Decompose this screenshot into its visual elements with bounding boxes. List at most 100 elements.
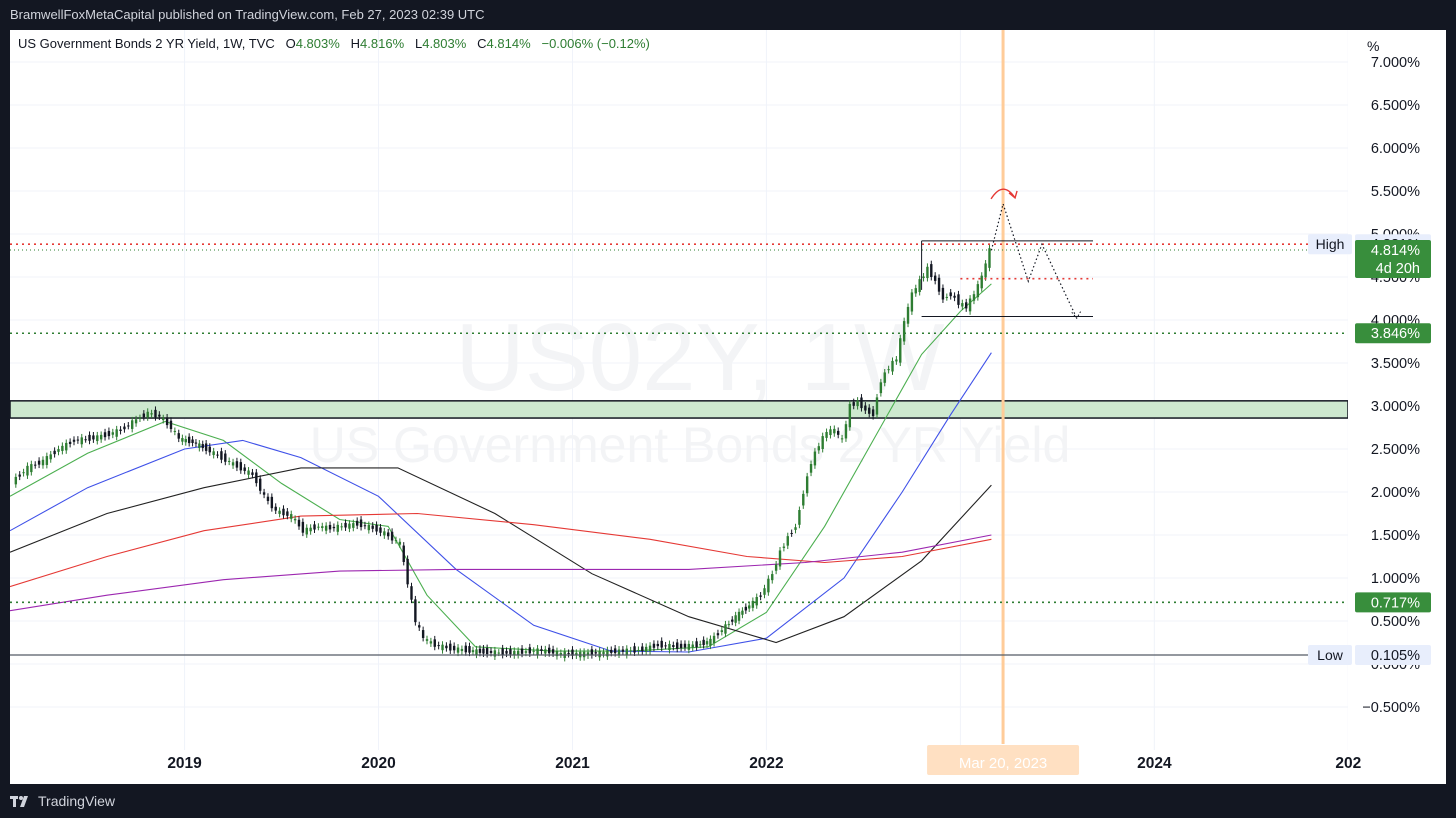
candle-body	[290, 514, 293, 519]
candle-body	[425, 639, 429, 641]
price-tick-label: 0.500%	[1371, 614, 1420, 630]
date-marker-tag[interactable]	[927, 745, 1080, 775]
moving-average-blue[interactable]	[10, 352, 992, 653]
candle-body	[930, 264, 933, 277]
candle-body	[586, 652, 590, 656]
price-tag-4[interactable]	[1355, 644, 1431, 665]
candle-body	[782, 546, 786, 548]
change-value: −0.006% (−0.12%)	[541, 36, 650, 51]
reversal-arrow[interactable]	[990, 188, 1016, 200]
candle-body	[660, 640, 663, 648]
price-tick-label: 6.500%	[1371, 98, 1420, 114]
candle-body	[887, 369, 890, 371]
candle-body	[914, 288, 917, 294]
candle-body	[548, 647, 551, 654]
candle-body	[763, 588, 766, 595]
candle-body	[239, 462, 243, 471]
price-tick-label: 7.000%	[1371, 55, 1420, 71]
candle-body	[513, 650, 516, 656]
candle-body	[937, 277, 941, 292]
candle-body	[602, 651, 605, 655]
chart-frame[interactable]: US02Y, 1W US Government Bonds 2 YR Yield%…	[10, 30, 1446, 784]
candle-body	[731, 619, 734, 622]
candle-body	[748, 605, 751, 609]
candle-body	[34, 464, 37, 466]
candle-body	[922, 276, 925, 279]
candle-body	[460, 648, 464, 652]
candle-body	[96, 435, 99, 442]
date-marker-line[interactable]	[1001, 30, 1005, 744]
tradingview-logo-icon[interactable]	[10, 794, 32, 808]
candle-body	[201, 444, 204, 449]
low-label: L	[414, 36, 423, 51]
candle-body	[864, 405, 867, 411]
candle-body	[37, 460, 41, 465]
candle-body	[332, 526, 336, 529]
candle-body	[150, 413, 153, 415]
candle-body	[848, 403, 852, 428]
candle-body	[961, 303, 964, 307]
candle-body	[794, 527, 797, 530]
candle-body	[972, 294, 976, 301]
candle-body	[771, 574, 774, 581]
candle-body	[282, 508, 285, 516]
candle-body	[856, 400, 859, 407]
price-tick-label: 2.000%	[1371, 485, 1420, 501]
moving-average-black[interactable]	[10, 467, 992, 644]
candle-body	[712, 635, 716, 644]
candle-body	[555, 651, 559, 657]
candle-body	[918, 279, 921, 293]
candle-body	[976, 284, 980, 298]
candle-body	[305, 527, 308, 535]
candle-body	[371, 525, 374, 529]
candle-body	[778, 550, 782, 567]
candle-body	[598, 650, 601, 658]
candle-body	[702, 639, 705, 646]
candle-body	[617, 649, 621, 655]
price-tick-label: 2.500%	[1371, 442, 1420, 458]
candle-body	[798, 510, 801, 525]
candle-body	[833, 428, 836, 434]
candle-body	[162, 418, 165, 421]
candle-body	[774, 564, 778, 571]
moving-average-red[interactable]	[10, 512, 992, 588]
reversal-arrowhead-icon	[1008, 190, 1018, 200]
price-tag-3[interactable]	[1355, 592, 1431, 613]
candle-body	[452, 645, 456, 651]
candle-body	[375, 524, 378, 532]
moving-average-purple[interactable]	[10, 534, 992, 612]
candle-body	[949, 292, 952, 297]
candle-body	[173, 430, 177, 432]
candle-body	[852, 402, 855, 406]
price-tag-2[interactable]	[1355, 323, 1431, 344]
candle-body	[734, 615, 737, 623]
candle-body	[468, 646, 471, 653]
low-value: 4.803%	[422, 36, 467, 51]
candle-body	[590, 649, 594, 656]
date-marker-label: Mar 20, 2023	[959, 755, 1047, 772]
candle-body	[813, 451, 817, 466]
candle-body	[103, 432, 107, 438]
candle-body	[441, 644, 444, 651]
candle-body	[980, 275, 983, 289]
projection-path[interactable]	[990, 201, 1078, 319]
price-tag-value: 0.717%	[1371, 595, 1420, 611]
level-label-box-4	[1308, 644, 1352, 665]
candle-body	[30, 464, 33, 473]
candle-body	[829, 429, 832, 436]
candle-body	[926, 266, 929, 279]
price-tag-1[interactable]	[1355, 239, 1431, 278]
footer-brand[interactable]: TradingView	[38, 793, 116, 809]
close-value: 4.814%	[486, 36, 531, 51]
candles[interactable]	[14, 244, 991, 662]
candle-body	[355, 520, 359, 526]
candle-body	[744, 606, 748, 611]
candle-body	[321, 526, 324, 529]
candle-body	[418, 625, 421, 628]
candle-body	[72, 439, 76, 442]
symbol-title[interactable]: US Government Bonds 2 YR Yield, 1W, TVC	[18, 36, 275, 51]
candle-body	[255, 472, 258, 484]
support-zone[interactable]	[10, 400, 1349, 419]
candle-body	[524, 651, 528, 653]
price-chart[interactable]: US02Y, 1W US Government Bonds 2 YR Yield%…	[10, 30, 1446, 784]
